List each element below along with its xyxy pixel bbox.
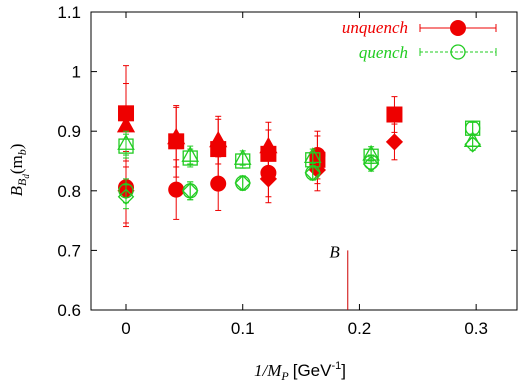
annotation-label: B bbox=[329, 242, 340, 261]
annotation-layer: B bbox=[329, 242, 349, 310]
data-point bbox=[259, 170, 277, 188]
series-2-filled-triangle bbox=[116, 83, 278, 171]
x-axis-title-prefix: 1/M bbox=[254, 361, 282, 380]
x-tick-label: 0.1 bbox=[231, 319, 255, 338]
data-point bbox=[259, 136, 278, 154]
data-point bbox=[304, 164, 322, 182]
data-point bbox=[385, 133, 404, 151]
data-point bbox=[168, 181, 185, 198]
data-point bbox=[209, 130, 228, 148]
y-axis-title-main: B bbox=[7, 185, 26, 196]
x-axis-title-unit: [GeV bbox=[293, 361, 332, 380]
y-tick-label: 0.8 bbox=[57, 182, 81, 201]
x-axis-title-close: ] bbox=[341, 361, 346, 380]
series-3-filled-diamond bbox=[117, 123, 404, 228]
data-point bbox=[362, 155, 380, 173]
x-axis-title-sup: -1 bbox=[331, 360, 341, 372]
x-tick-label: 0.2 bbox=[348, 319, 372, 338]
y-axis-title: BBd(mb) bbox=[7, 144, 31, 197]
x-tick-label: 0 bbox=[121, 319, 130, 338]
legend-marker-quench bbox=[419, 44, 497, 60]
data-point bbox=[181, 182, 199, 200]
data-point bbox=[303, 147, 322, 164]
data-point bbox=[181, 146, 200, 162]
y-tick-label: 0.7 bbox=[57, 241, 81, 260]
y-axis-title-sub2: d bbox=[21, 174, 31, 179]
plot-frame bbox=[90, 11, 518, 311]
x-axis-title-sub: P bbox=[280, 369, 289, 383]
y-axis-title-arg-sub: b bbox=[15, 149, 29, 155]
y-tick-label: 0.9 bbox=[57, 122, 81, 141]
ticks: 0 0.1 0.2 0.3 0.6 0.7 0.8 0.9 1 1.1 bbox=[57, 3, 517, 338]
legend-label-quench: quench bbox=[359, 43, 408, 62]
legend-marker bbox=[450, 20, 466, 36]
y-axis-title-close: ) bbox=[7, 144, 26, 150]
data-point bbox=[167, 127, 186, 145]
legend-label-unquench: unquench bbox=[342, 18, 408, 37]
y-tick-label: 0.6 bbox=[57, 301, 81, 320]
y-tick-label: 1 bbox=[72, 63, 81, 82]
data-point bbox=[464, 136, 481, 153]
series-layer bbox=[116, 65, 482, 228]
x-tick-label: 0.3 bbox=[464, 319, 488, 338]
data-point bbox=[117, 134, 135, 150]
y-axis-title-sub1: B bbox=[15, 178, 29, 186]
y-tick-label: 1.1 bbox=[57, 3, 81, 22]
series-7-open-diamond bbox=[117, 136, 481, 210]
data-point bbox=[386, 106, 403, 123]
series-1-filled-square bbox=[118, 65, 403, 185]
y-axis-title-arg: (m bbox=[7, 155, 26, 174]
legend-marker bbox=[450, 44, 466, 60]
legend: unquench quench bbox=[342, 18, 497, 62]
data-point bbox=[233, 148, 252, 165]
x-axis-title: 1/MP [GeV-1] bbox=[254, 360, 346, 383]
data-point bbox=[234, 174, 251, 192]
legend-marker-unquench bbox=[419, 20, 497, 36]
data-point bbox=[117, 188, 135, 206]
